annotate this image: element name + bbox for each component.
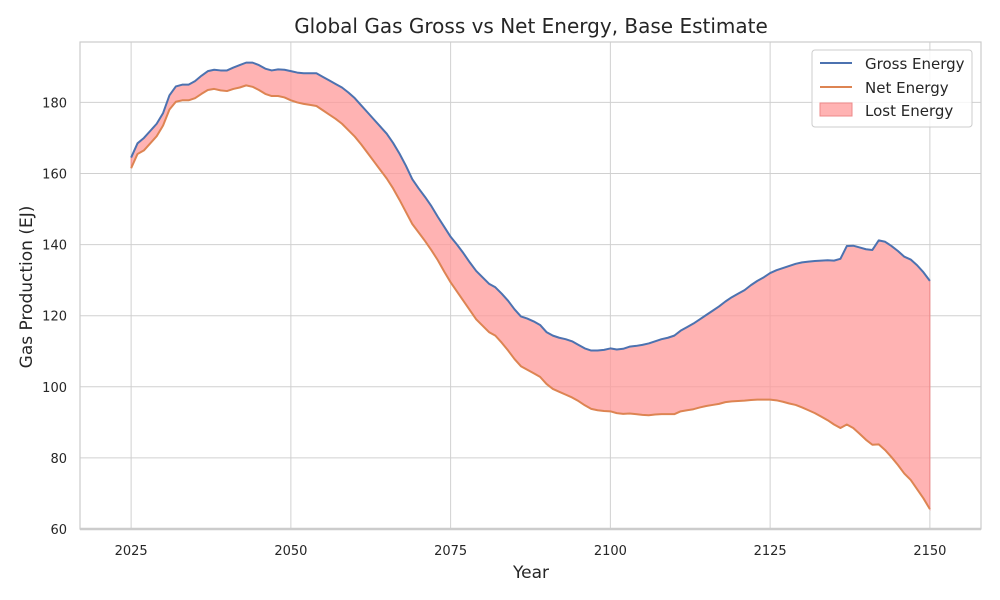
legend-lost-label: Lost Energy xyxy=(865,102,953,120)
x-tick-label: 2125 xyxy=(754,544,787,559)
y-tick-label: 160 xyxy=(42,168,67,183)
y-tick-label: 80 xyxy=(50,452,67,467)
line-layer xyxy=(130,61,931,510)
y-tick-label: 140 xyxy=(42,239,67,254)
legend-net-label: Net Energy xyxy=(865,79,949,97)
gross-energy-line xyxy=(130,61,931,352)
y-tick-label: 180 xyxy=(42,96,67,111)
y-axis-title: Gas Production (EJ) xyxy=(17,206,37,369)
y-ticks: 60 80 100 120 140 160 180 xyxy=(42,96,67,538)
x-tick-label: 2050 xyxy=(274,544,307,559)
y-tick-label: 120 xyxy=(42,310,67,325)
y-tick-label: 100 xyxy=(42,381,67,396)
x-tick-label: 2025 xyxy=(115,544,148,559)
legend: Gross Energy Net Energy Lost Energy xyxy=(811,49,973,128)
legend-gross-label: Gross Energy xyxy=(865,55,965,73)
chart-title: Global Gas Gross vs Net Energy, Base Est… xyxy=(294,14,768,38)
x-tick-label: 2100 xyxy=(594,544,627,559)
x-tick-label: 2075 xyxy=(434,544,467,559)
x-ticks: 2025 2050 2075 2100 2125 2150 xyxy=(115,544,947,559)
x-tick-label: 2150 xyxy=(913,544,946,559)
x-axis-title: Year xyxy=(512,563,549,583)
legend-lost-swatch xyxy=(819,102,853,117)
y-tick-label: 60 xyxy=(50,523,67,538)
net-energy-line xyxy=(130,84,931,510)
